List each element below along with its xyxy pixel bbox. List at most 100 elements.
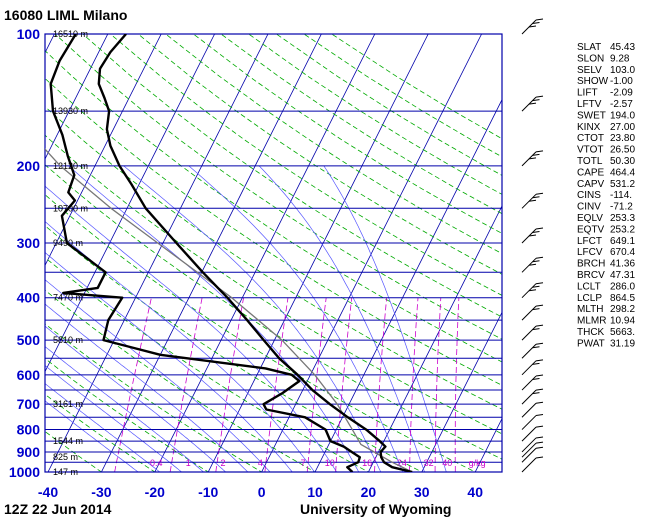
index-value: 5663.: [610, 327, 635, 338]
moist-adiabat-line: [45, 346, 205, 472]
temperature-tick-label: -20: [145, 484, 165, 500]
index-label: LCLT: [577, 281, 601, 292]
mixing-ratio-label: 32: [424, 458, 434, 468]
wind-barb: [521, 374, 544, 391]
index-label: MLTH: [577, 304, 603, 315]
dry-adiabat-line: [45, 393, 156, 472]
dry-adiabat-line: [45, 225, 423, 472]
mixing-ratio-label: 7: [301, 458, 306, 468]
temperature-tick-label: 30: [414, 484, 430, 500]
moist-adiabat-line: [258, 165, 425, 472]
wind-barb-flag: [535, 441, 544, 444]
wind-barb-staff: [521, 447, 537, 463]
mixing-ratio-line: [409, 297, 419, 472]
index-value: 464.4: [610, 167, 635, 178]
wind-barb-flag: [535, 425, 544, 428]
index-value: 194.0: [610, 110, 635, 121]
pressure-tick-label: 400: [17, 290, 41, 306]
mixing-ratio-label: 40: [442, 458, 452, 468]
wind-barb-flag: [532, 328, 540, 331]
wind-barb-flag: [535, 324, 544, 327]
isotherm-line: [314, 98, 502, 472]
wind-barb-flag: [532, 285, 540, 288]
wind-barb-staff: [521, 442, 537, 458]
isotherm-line: [207, 34, 429, 472]
wind-barb-staff: [521, 426, 537, 442]
wind-barb-flag: [532, 196, 540, 199]
index-label: EQTV: [577, 224, 605, 235]
isotherm-line: [101, 34, 322, 472]
wind-barb-flag: [535, 150, 544, 153]
wind-barb-flag: [532, 153, 540, 156]
pressure-tick-label: 200: [17, 158, 41, 174]
wind-barb-flag: [535, 342, 544, 345]
wind-barb-flag: [528, 263, 537, 266]
pressure-axis: 100 200 300 400 500 600 700 800 900 1000: [9, 26, 40, 480]
pressure-tick-label: 100: [17, 26, 41, 42]
wind-barb-flag: [528, 199, 537, 202]
index-label: CAPE: [577, 167, 605, 178]
index-value: 9.28: [610, 53, 630, 64]
index-label: BRCV: [577, 270, 605, 281]
wind-barb-flag: [528, 25, 537, 28]
dry-adiabat-line: [45, 289, 316, 472]
mixing-ratio-line: [306, 297, 327, 472]
pressure-tick-label: 600: [17, 367, 41, 383]
index-label: VTOT: [577, 145, 603, 156]
index-value: 649.1: [610, 236, 635, 247]
index-value: -1.00: [610, 76, 633, 87]
index-label: CINV: [577, 202, 601, 213]
index-value: 253.2: [610, 224, 635, 235]
wind-barb-flag: [528, 102, 537, 105]
index-label: SHOW: [577, 76, 609, 87]
isotherm-line: [421, 311, 502, 472]
moist-adiabat-line: [45, 221, 315, 472]
mixing-ratio-label: 4: [258, 458, 263, 468]
isotherm-line: [45, 34, 215, 373]
wind-barb: [521, 359, 544, 376]
temperature-tick-label: -10: [198, 484, 218, 500]
index-label: CAPV: [577, 179, 605, 190]
moist-adiabat-line: [45, 185, 338, 472]
moist-adiabat-line: [45, 325, 227, 472]
wind-barb-staff: [521, 375, 537, 391]
temperature-tick-label: 20: [361, 484, 377, 500]
wind-barb: [521, 324, 544, 341]
temperature-tick-label: -30: [91, 484, 111, 500]
wind-barb: [521, 446, 544, 463]
moist-adiabat-line: [323, 165, 447, 472]
wind-barb-flag: [532, 230, 540, 233]
wind-barb-flag: [532, 260, 540, 263]
index-label: LFCV: [577, 247, 603, 258]
height-label: 10700 m: [53, 203, 88, 213]
wind-barb-flag: [535, 192, 544, 195]
index-label: EQLV: [577, 213, 603, 224]
index-value: 10.94: [610, 316, 635, 327]
index-label: MLMR: [577, 316, 606, 327]
wind-barb-flag: [535, 414, 544, 417]
wind-barb: [521, 304, 544, 321]
index-value: 31.19: [610, 338, 635, 349]
wind-barb-staff: [521, 402, 537, 418]
mixing-ratio-line: [169, 297, 203, 472]
dry-adiabat-line: [45, 430, 103, 472]
mixing-ratio-line: [454, 297, 460, 472]
wind-barb-staff: [521, 360, 537, 376]
wind-barb: [521, 282, 544, 299]
wind-barb: [521, 441, 544, 458]
isotherm-line: [45, 34, 162, 267]
height-label: 1544 m: [53, 436, 83, 446]
index-label: LCLP: [577, 293, 602, 304]
wind-barb-flag: [532, 362, 540, 365]
index-value: -114.: [610, 190, 632, 201]
wind-barb: [521, 388, 544, 405]
height-label: 13930 m: [53, 106, 88, 116]
wind-barb-staff: [521, 325, 537, 341]
wind-barb-staff: [521, 415, 537, 430]
wind-barb: [521, 436, 544, 453]
wind-barb: [521, 227, 544, 244]
background-grid: [45, 34, 502, 472]
dry-adiabat-line: [82, 34, 502, 318]
